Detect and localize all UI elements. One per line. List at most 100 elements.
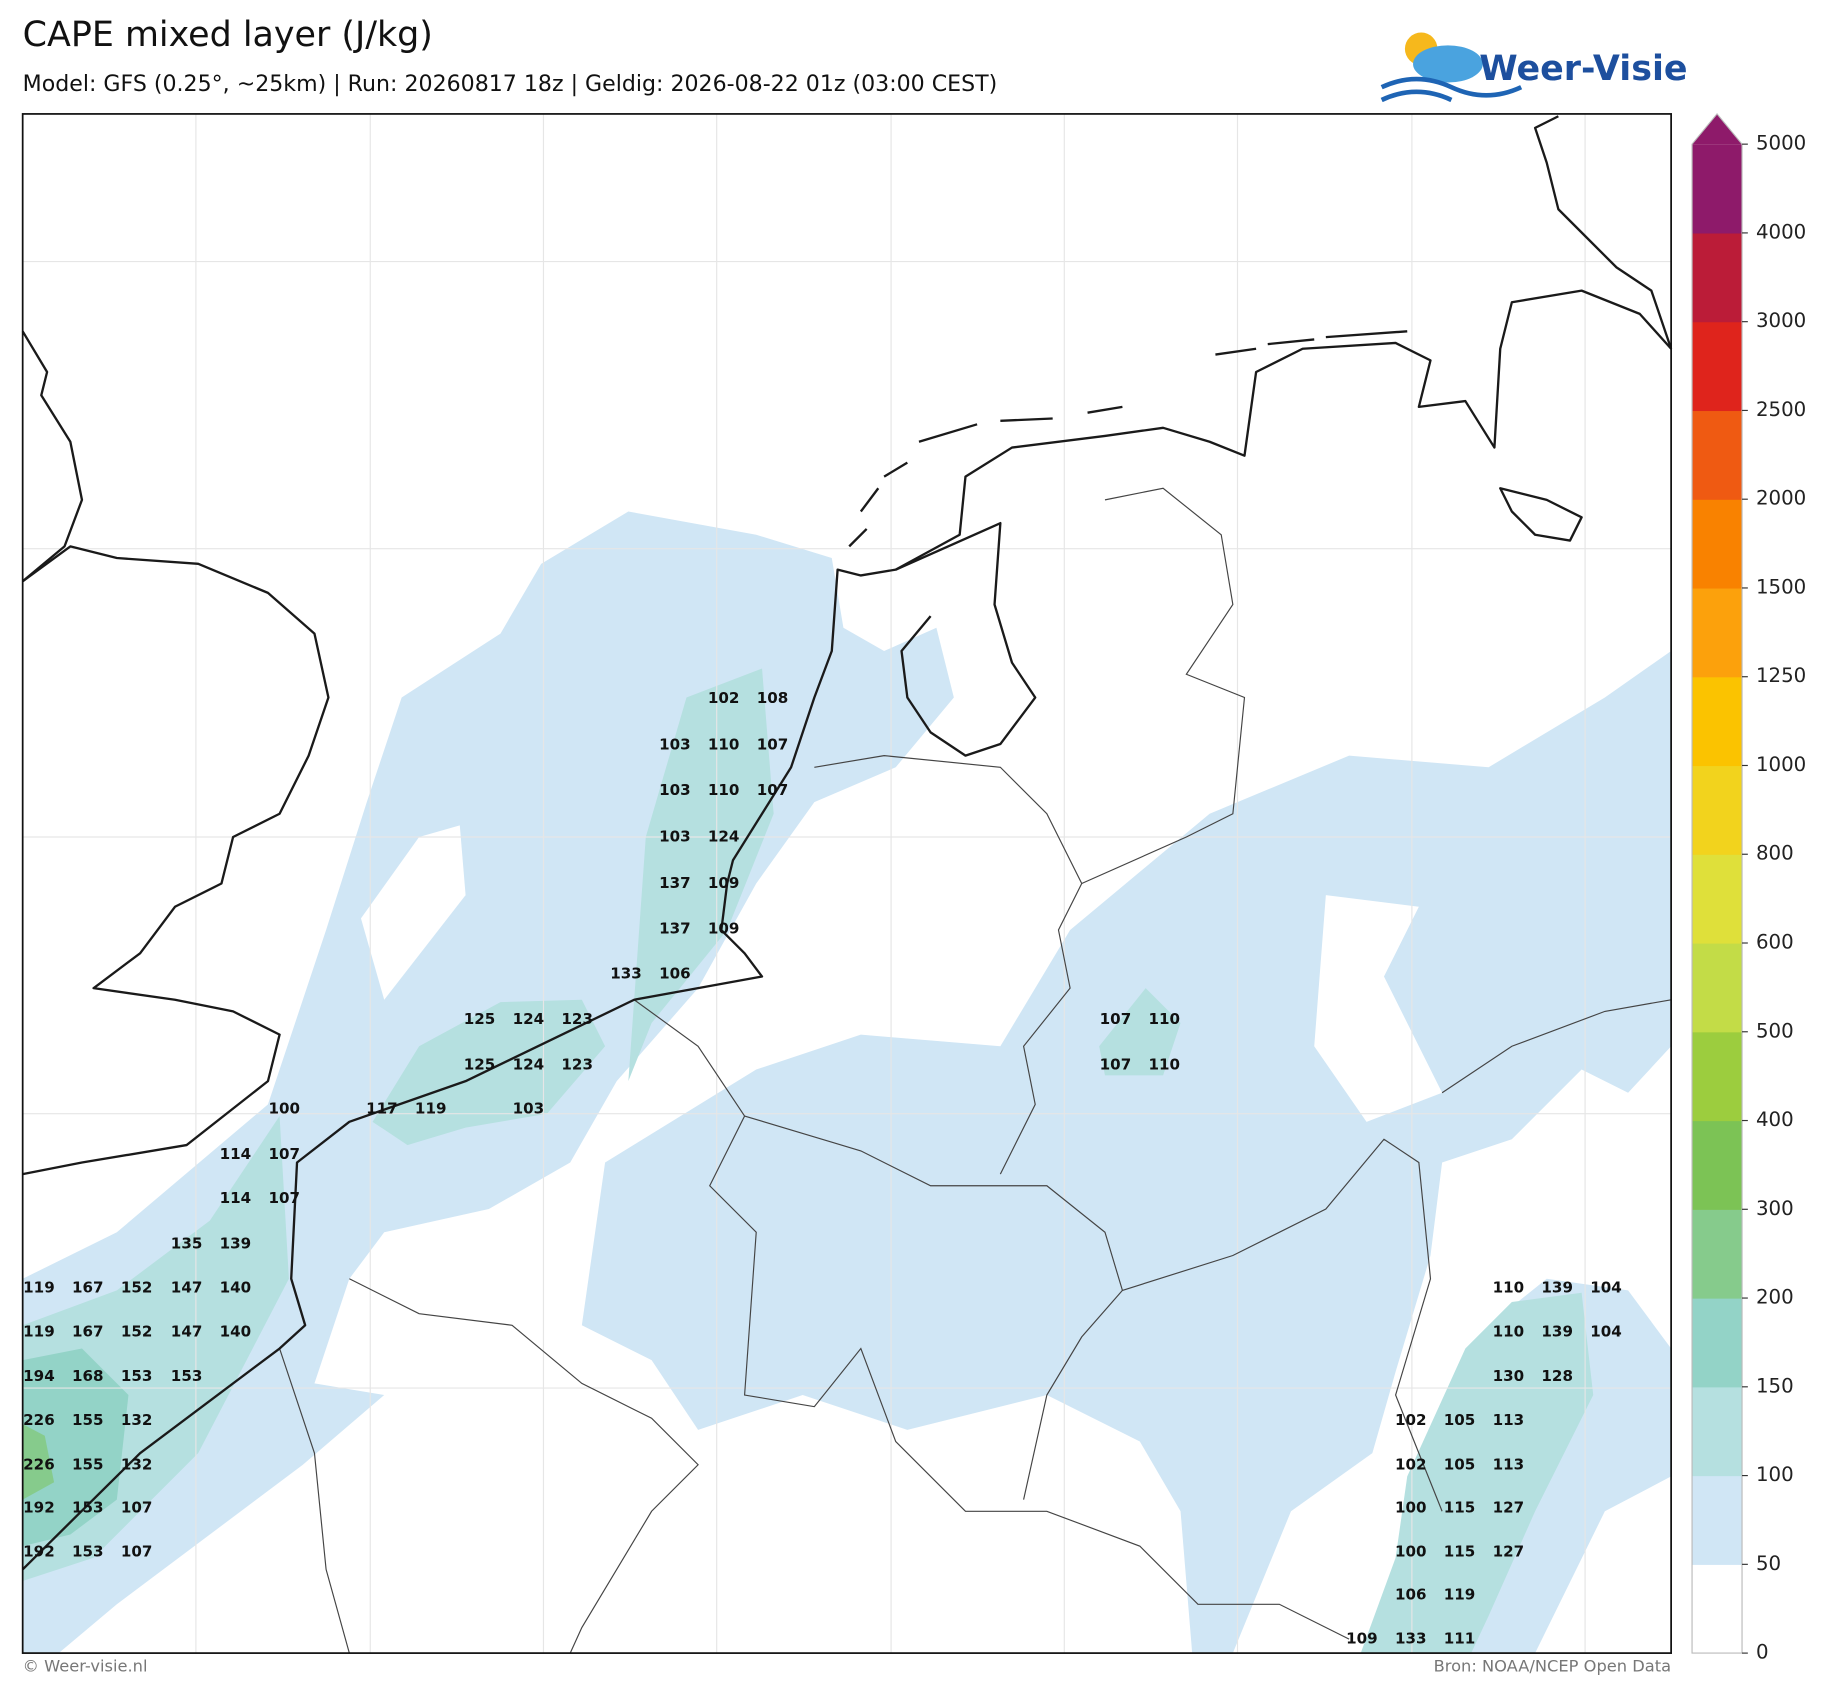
- cape-label: 107: [1100, 1010, 1132, 1028]
- cape-label: 226: [23, 1411, 55, 1429]
- borders: [279, 487, 1672, 1654]
- cape-label: 110: [708, 781, 740, 799]
- coastline: [21, 289, 1672, 1571]
- border: [279, 1348, 350, 1654]
- cape-label: 152: [121, 1279, 153, 1297]
- cape-label: 124: [513, 1010, 545, 1028]
- colorbar-tick-label: 0: [1756, 1641, 1769, 1664]
- coastline: [21, 545, 330, 1176]
- cape-label: 117: [366, 1100, 398, 1118]
- shade-green: [22, 1424, 55, 1500]
- colorbar-outline: [1691, 113, 1743, 1654]
- cape-label: 115: [1444, 1498, 1476, 1516]
- cape-label: 155: [72, 1455, 104, 1473]
- border: [1081, 487, 1246, 885]
- cape-label: 128: [1541, 1367, 1573, 1385]
- cape-label: 114: [220, 1189, 252, 1207]
- cape-label: 110: [708, 736, 740, 754]
- colorbar-segment: [1692, 1564, 1743, 1654]
- cape-label: 123: [561, 1055, 593, 1073]
- colorbar-segment: [1692, 854, 1743, 944]
- colorbar-tick-label: 1000: [1756, 753, 1806, 776]
- cape-label: 102: [708, 689, 740, 707]
- border: [1441, 999, 1672, 1094]
- cape-label: 107: [757, 781, 789, 799]
- cape-label: 103: [513, 1100, 545, 1118]
- cape-label: 192: [23, 1498, 55, 1516]
- shade-mid: [1099, 988, 1181, 1076]
- cape-label: 119: [1444, 1585, 1476, 1603]
- cape-label: 139: [1541, 1323, 1573, 1341]
- colorbar-segment: [1692, 943, 1743, 1033]
- cape-label: 153: [72, 1498, 104, 1516]
- colorbar-tick-label: 500: [1756, 1019, 1794, 1042]
- cape-label: 125: [464, 1010, 496, 1028]
- cape-label: 100: [268, 1100, 300, 1118]
- cape-label: 125: [464, 1055, 496, 1073]
- colorbar-tick-label: 2000: [1756, 487, 1806, 510]
- cape-label: 110: [1493, 1279, 1525, 1297]
- cape-label: 103: [659, 781, 691, 799]
- cape-label: 100: [1395, 1498, 1427, 1516]
- shade-mid: [628, 668, 774, 1082]
- shade-hole: [360, 825, 466, 1000]
- cape-label: 152: [121, 1323, 153, 1341]
- cape-label: 168: [72, 1367, 104, 1385]
- logo-cloud: [1413, 45, 1483, 83]
- coastline: [21, 330, 84, 583]
- colorbar-segment: [1692, 321, 1743, 412]
- cape-label: 106: [1395, 1585, 1427, 1603]
- border: [814, 755, 1083, 1175]
- colorbar-tick-label: 600: [1756, 931, 1794, 954]
- cape-label: 127: [1493, 1498, 1525, 1516]
- colorbar-tick-label: 2500: [1756, 398, 1806, 421]
- cape-label: 226: [23, 1455, 55, 1473]
- cape-label: 113: [1493, 1455, 1525, 1473]
- cape-label: 105: [1444, 1455, 1476, 1473]
- subtitle: Model: GFS (0.25°, ~25km) | Run: 2026081…: [23, 72, 998, 97]
- colorbar-tick-label: 1250: [1756, 664, 1806, 687]
- cape-label: 127: [1493, 1542, 1525, 1560]
- cape-label: 103: [659, 736, 691, 754]
- cape-label: 119: [23, 1279, 55, 1297]
- colorbar-arrow: [1692, 113, 1743, 145]
- colorbar-segment: [1692, 765, 1743, 855]
- colorbar-segment: [1692, 1386, 1743, 1477]
- colorbar-tick-label: 50: [1756, 1552, 1781, 1575]
- colorbar-tick-label: 5000: [1756, 132, 1806, 155]
- cape-label: 147: [171, 1279, 203, 1297]
- cape-label: 147: [171, 1323, 203, 1341]
- shade-hole: [1314, 895, 1443, 1122]
- cape-label: 132: [121, 1411, 153, 1429]
- colorbar-segment: [1692, 1120, 1743, 1210]
- cape-label: 167: [72, 1323, 104, 1341]
- colorbar-tick-label: 200: [1756, 1286, 1794, 1309]
- colorbar-segment: [1692, 144, 1743, 234]
- map-frame: [21, 113, 1672, 1654]
- cape-label: 109: [708, 874, 740, 892]
- cape-label: 135: [171, 1234, 203, 1252]
- coastlines: [21, 115, 1673, 1571]
- cape-label: 104: [1590, 1323, 1622, 1341]
- colorbar-segment: [1692, 1298, 1743, 1388]
- colorbar: 0 50 100 150 200 300 400 500 600 800 1000 1250 1500 2…: [1691, 113, 1806, 1664]
- cape-label: 132: [121, 1455, 153, 1473]
- cape-label: 115: [1444, 1542, 1476, 1560]
- cape-label: 123: [561, 1010, 593, 1028]
- colorbar-segment: [1692, 587, 1743, 678]
- colorbar-segment: [1692, 1209, 1743, 1299]
- shade-light: [581, 651, 1672, 1654]
- colorbar-tick-label: 1500: [1756, 575, 1806, 598]
- border: [633, 999, 1350, 1640]
- colorbar-segment: [1692, 1475, 1743, 1565]
- cape-label: 108: [757, 689, 789, 707]
- cape-label: 140: [220, 1279, 252, 1297]
- cape-label: 102: [1395, 1455, 1427, 1473]
- border: [349, 1278, 699, 1654]
- cape-label: 133: [610, 965, 642, 983]
- colorbar-segment: [1692, 232, 1743, 323]
- cape-labels: 102 108 103 110 107 103 110 107 103 124 137 109 137 1…: [23, 689, 1622, 1647]
- map: 102 108 103 110 107 103 110 107 103 124 137 109 137 1…: [21, 113, 1673, 1654]
- cape-label: 119: [23, 1323, 55, 1341]
